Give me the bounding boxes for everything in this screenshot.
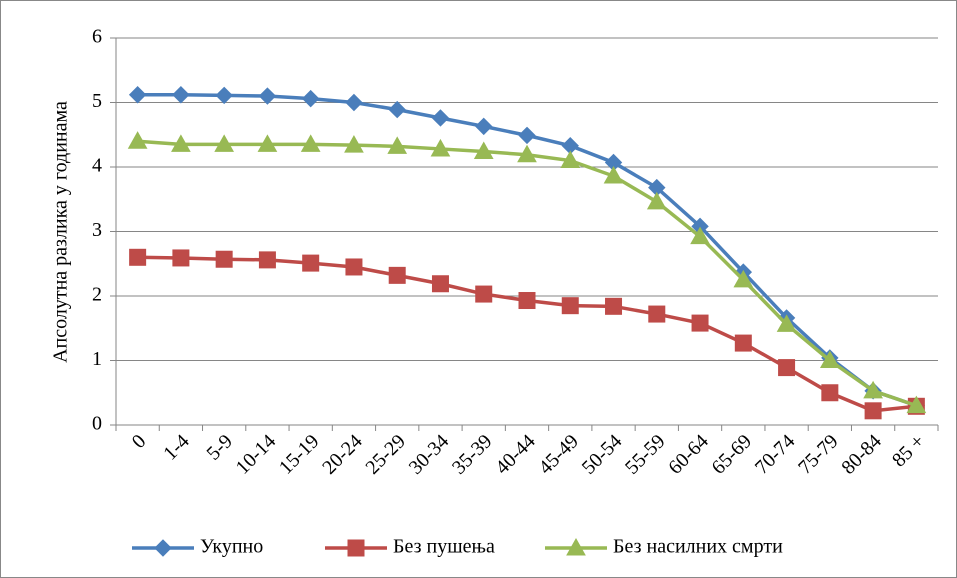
marker	[347, 539, 365, 557]
y-tick-label: 3	[92, 219, 102, 241]
marker	[475, 117, 493, 136]
marker	[431, 275, 449, 293]
marker	[431, 109, 450, 127]
marker	[734, 334, 752, 352]
y-tick-label: 2	[92, 284, 102, 306]
marker	[906, 395, 927, 414]
marker	[605, 297, 623, 315]
marker	[646, 191, 667, 210]
y-tick-label: 4	[92, 155, 102, 177]
marker	[566, 537, 586, 556]
marker	[258, 87, 277, 105]
marker	[518, 126, 536, 145]
legend-label: Без пушења	[393, 536, 495, 558]
marker	[430, 138, 451, 157]
marker	[518, 292, 536, 310]
marker	[128, 86, 147, 104]
marker	[258, 251, 276, 269]
marker	[603, 166, 624, 184]
marker	[733, 269, 754, 288]
marker	[560, 150, 581, 169]
marker	[388, 100, 406, 119]
marker	[473, 141, 494, 160]
marker	[215, 86, 233, 105]
marker	[475, 285, 493, 303]
marker	[172, 249, 190, 267]
marker	[561, 297, 579, 315]
marker	[778, 359, 796, 377]
marker	[776, 314, 797, 332]
marker	[215, 250, 233, 268]
marker	[301, 89, 320, 108]
marker	[154, 539, 172, 557]
marker	[387, 136, 408, 154]
y-tick-label: 1	[92, 348, 102, 370]
marker	[129, 248, 147, 266]
legend-label: Укупно	[200, 536, 263, 558]
y-axis-label: Апсолутна разлика у годинама	[50, 101, 72, 363]
marker	[300, 134, 321, 152]
legend-label: Без насилних смрти	[613, 536, 783, 558]
marker	[517, 144, 537, 163]
marker	[171, 134, 191, 152]
marker	[690, 226, 710, 245]
marker	[819, 350, 840, 368]
y-tick-label: 5	[92, 90, 102, 112]
marker	[127, 131, 148, 149]
marker	[821, 384, 839, 402]
marker	[388, 266, 406, 284]
marker	[691, 314, 709, 332]
marker	[172, 86, 190, 104]
y-tick-label: 6	[92, 26, 102, 48]
marker	[344, 135, 364, 153]
marker	[257, 134, 278, 152]
marker	[302, 254, 320, 272]
marker	[863, 380, 883, 399]
marker	[345, 258, 363, 276]
marker	[345, 93, 363, 112]
marker	[864, 402, 882, 420]
marker	[648, 305, 666, 323]
marker	[214, 134, 235, 152]
y-tick-label: 0	[92, 413, 102, 435]
